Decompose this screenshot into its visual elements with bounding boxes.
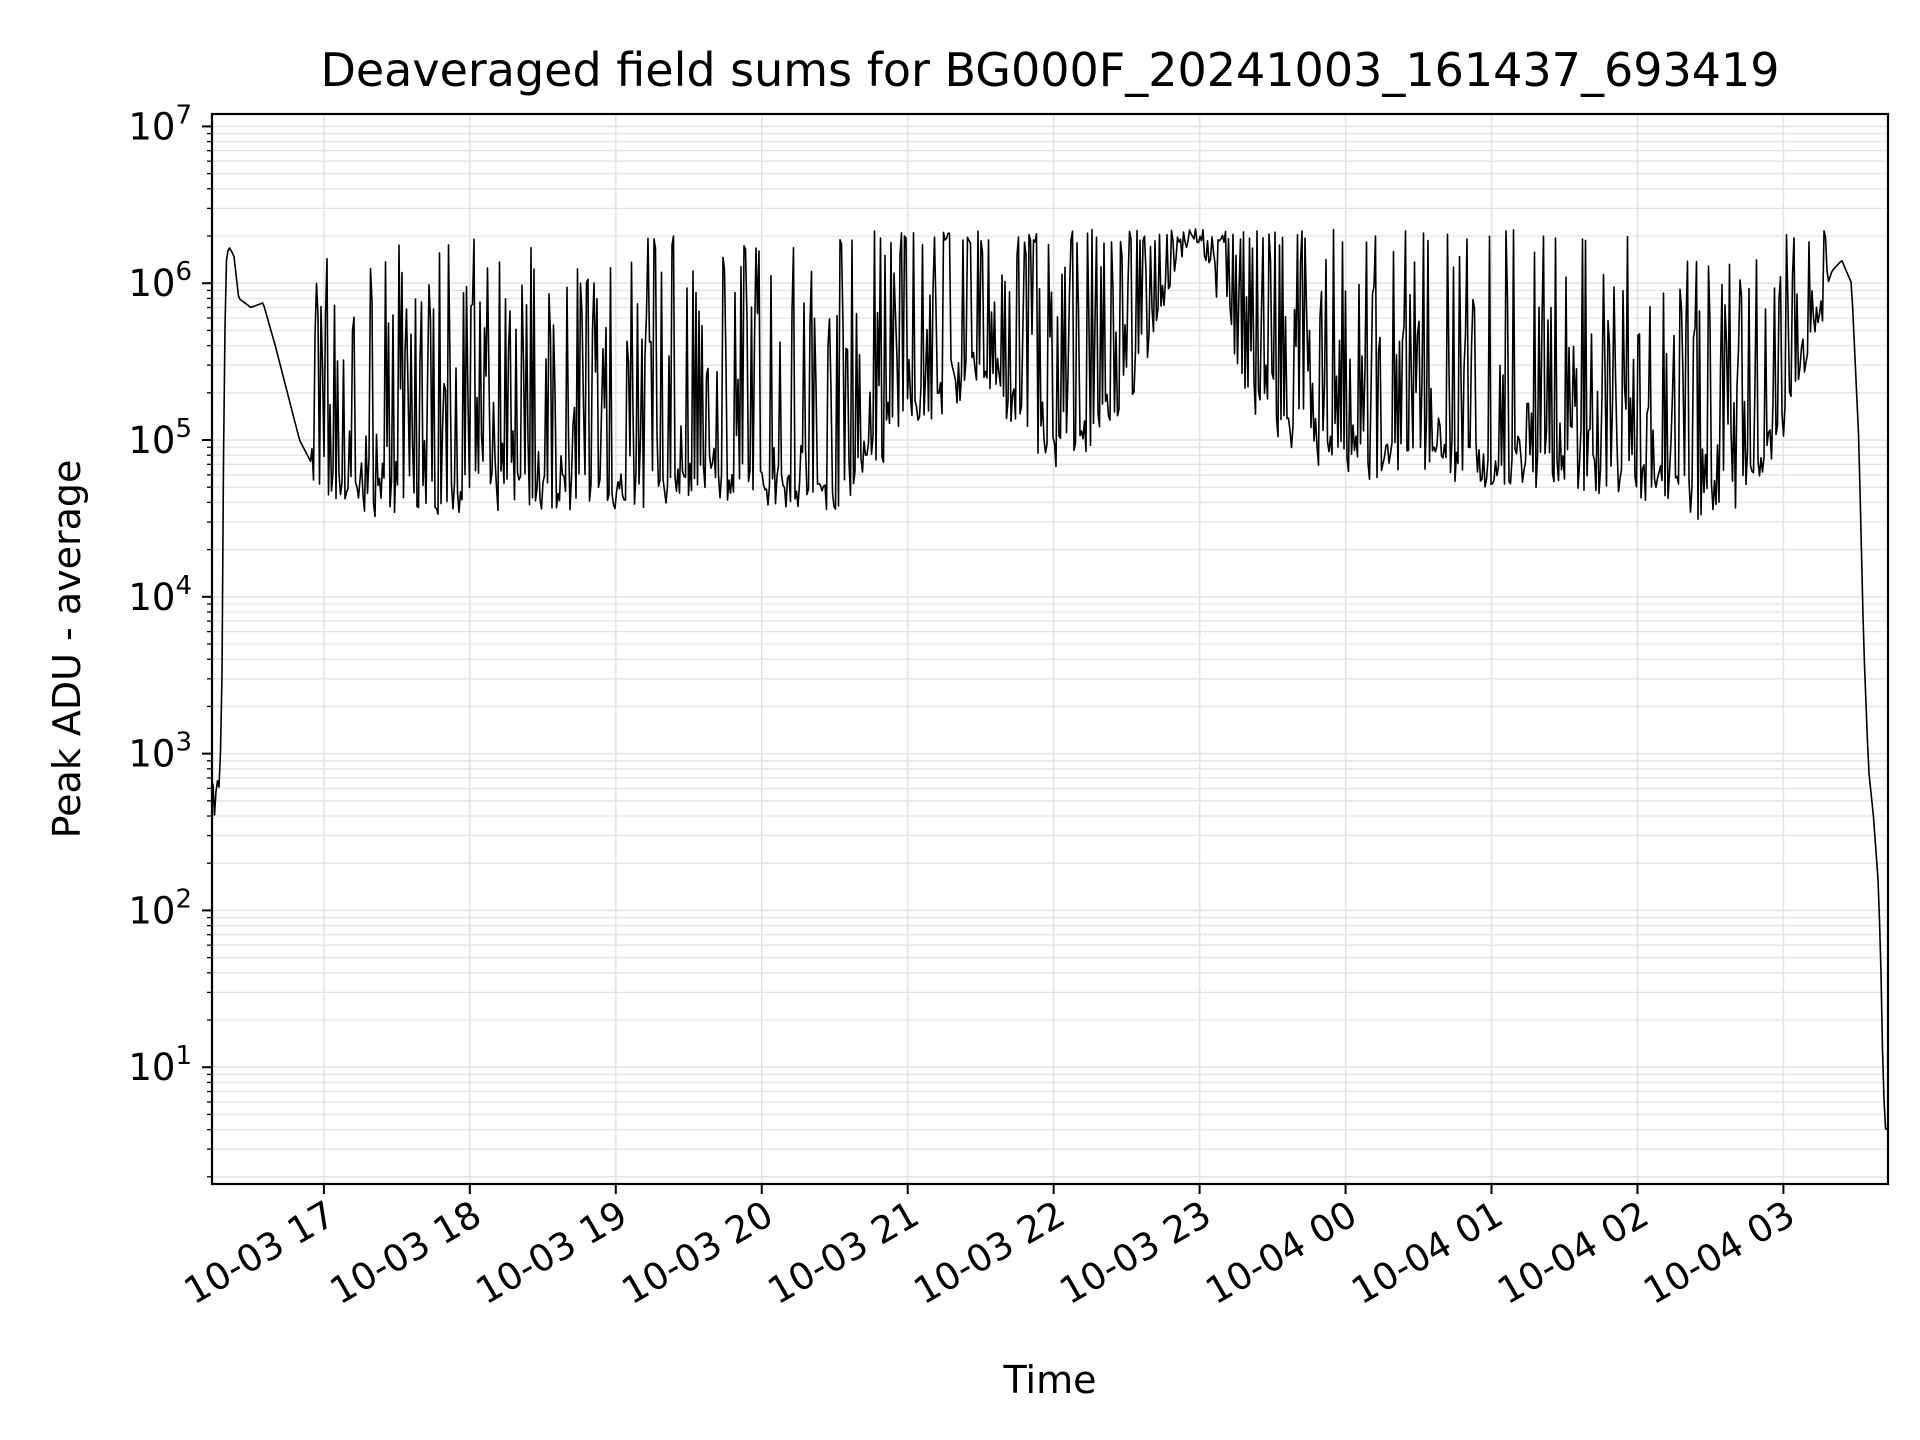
x-tick-label: 10-03 21 [761, 1193, 927, 1313]
y-tick-label: 102 [128, 884, 192, 932]
y-tick-label: 106 [128, 257, 192, 305]
x-tick-label: 10-03 18 [323, 1193, 489, 1313]
x-tick-label: 10-03 23 [1053, 1193, 1219, 1313]
chart-title: Deaveraged field sums for BG000F_2024100… [320, 43, 1779, 97]
x-tick-label: 10-03 22 [907, 1193, 1073, 1313]
axes-frame [210, 112, 1890, 1186]
x-tick-label: 10-04 03 [1636, 1193, 1802, 1313]
y-tick-label: 103 [128, 728, 192, 776]
x-tick-label: 10-04 02 [1490, 1193, 1656, 1313]
x-axis-title: Time [1003, 1358, 1097, 1402]
x-tick-label: 10-03 20 [615, 1193, 781, 1313]
x-tick-label: 10-04 00 [1198, 1193, 1364, 1313]
series-line [212, 228, 1888, 1131]
y-tick-label: 101 [128, 1041, 192, 1089]
x-tick-label: 10-03 17 [177, 1193, 343, 1313]
x-tick-label: 10-04 01 [1344, 1193, 1510, 1313]
x-tick-label: 10-03 19 [469, 1193, 635, 1313]
y-axis-title: Peak ADU - average [45, 460, 89, 839]
y-tick-label: 105 [128, 414, 192, 462]
y-tick-label: 107 [128, 100, 192, 148]
y-tick-label: 104 [128, 571, 192, 619]
grid [212, 114, 1888, 1184]
